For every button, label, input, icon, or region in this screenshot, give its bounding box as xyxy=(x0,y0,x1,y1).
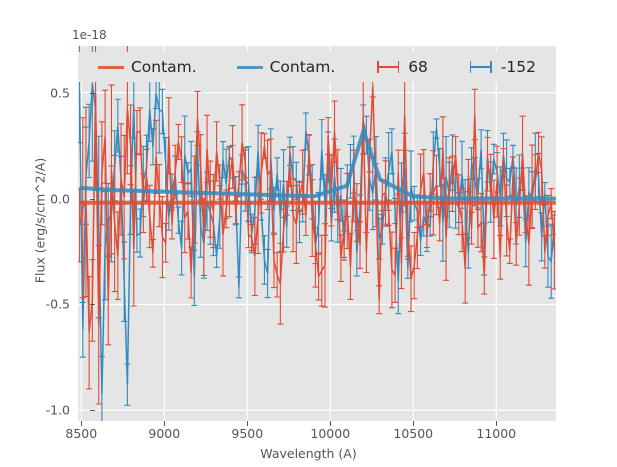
legend-errorbar-cap-l xyxy=(469,61,472,73)
x-tick-mark xyxy=(496,421,498,426)
legend-entry-3[interactable]: -152 xyxy=(468,58,536,76)
legend-line-swatch-icon xyxy=(236,65,263,69)
y-axis-label: Flux (erg/s/cm^2/A) xyxy=(32,157,48,284)
plot-area xyxy=(78,46,556,421)
x-tick-label: 10000 xyxy=(310,426,351,441)
legend-entry-2[interactable]: 68 xyxy=(375,58,428,76)
plot-svg xyxy=(78,46,556,421)
legend-errorbar-swatch-icon xyxy=(468,59,494,75)
y-tick-label: -1.0 xyxy=(45,402,70,418)
legend-errorbar-swatch-icon xyxy=(375,59,401,75)
legend-line-swatch-icon xyxy=(97,65,124,69)
legend-errorbar-cap-r xyxy=(397,61,400,73)
legend-errorbar-cap-l xyxy=(377,61,379,73)
y-tick-mark xyxy=(90,410,95,412)
legend: Contam. Contam. 68 -152 xyxy=(78,52,556,82)
legend-errorbar-cap-r xyxy=(490,61,492,73)
y-tick-label: 0.0 xyxy=(50,191,70,207)
y-tick-mark xyxy=(90,304,95,306)
y-tick-mark xyxy=(90,198,95,200)
x-tick-label: 9000 xyxy=(148,426,181,441)
x-tick-mark xyxy=(413,421,415,426)
x-tick-mark xyxy=(81,421,83,426)
y-tick-mark xyxy=(90,92,95,94)
y-axis-ticks: 0.5 0.0 -0.5 -1.0 xyxy=(18,0,95,467)
y-axis-offset-label: 1e-18 xyxy=(72,28,107,42)
x-tick-label: 9500 xyxy=(231,426,264,441)
x-axis-label: Wavelength (A) xyxy=(260,446,357,461)
legend-errorbar-bar-h xyxy=(377,66,400,68)
legend-label: 68 xyxy=(408,58,428,76)
spectrum-line xyxy=(78,84,556,395)
legend-label: -152 xyxy=(500,58,536,76)
x-tick-mark xyxy=(247,421,249,426)
legend-entry-0[interactable]: Contam. xyxy=(97,58,197,76)
legend-entry-1[interactable]: Contam. xyxy=(236,58,336,76)
y-tick-label: 0.5 xyxy=(50,85,70,101)
x-tick-label: 10500 xyxy=(393,426,434,441)
x-tick-label: 8500 xyxy=(65,426,98,441)
x-tick-label: 11000 xyxy=(476,426,517,441)
spectrum-line xyxy=(78,86,556,333)
contamination-model-line-1 xyxy=(79,128,556,201)
data-series-layer xyxy=(78,46,556,421)
legend-label: Contam. xyxy=(130,58,197,76)
legend-label: Contam. xyxy=(269,58,336,76)
x-tick-mark xyxy=(164,421,166,426)
x-tick-mark xyxy=(330,421,332,426)
legend-errorbar-bar-h xyxy=(469,66,492,68)
gridlines xyxy=(78,46,556,421)
y-tick-label: -0.5 xyxy=(45,296,70,312)
